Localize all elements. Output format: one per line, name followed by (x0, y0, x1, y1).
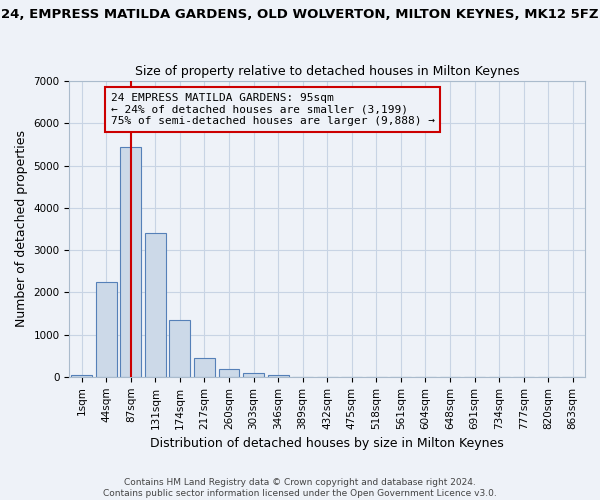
Bar (194, 358, 215, 377)
Title: Size of property relative to detached houses in Milton Keynes: Size of property relative to detached ho… (135, 66, 520, 78)
X-axis label: Distribution of detached houses by size in Milton Keynes: Distribution of detached houses by size … (151, 437, 504, 450)
Text: 24, EMPRESS MATILDA GARDENS, OLD WOLVERTON, MILTON KEYNES, MK12 5FZ: 24, EMPRESS MATILDA GARDENS, OLD WOLVERT… (1, 8, 599, 20)
Bar (96, 282, 116, 377)
Bar (145, 233, 166, 377)
Bar (71, 374, 92, 377)
Bar (169, 320, 190, 377)
Bar (218, 370, 239, 377)
Text: 24 EMPRESS MATILDA GARDENS: 95sqm
← 24% of detached houses are smaller (3,199)
7: 24 EMPRESS MATILDA GARDENS: 95sqm ← 24% … (110, 93, 434, 126)
Bar (121, 146, 141, 377)
Bar (268, 374, 289, 377)
Y-axis label: Number of detached properties: Number of detached properties (15, 130, 28, 328)
Bar (243, 372, 264, 377)
Text: Contains HM Land Registry data © Crown copyright and database right 2024.
Contai: Contains HM Land Registry data © Crown c… (103, 478, 497, 498)
